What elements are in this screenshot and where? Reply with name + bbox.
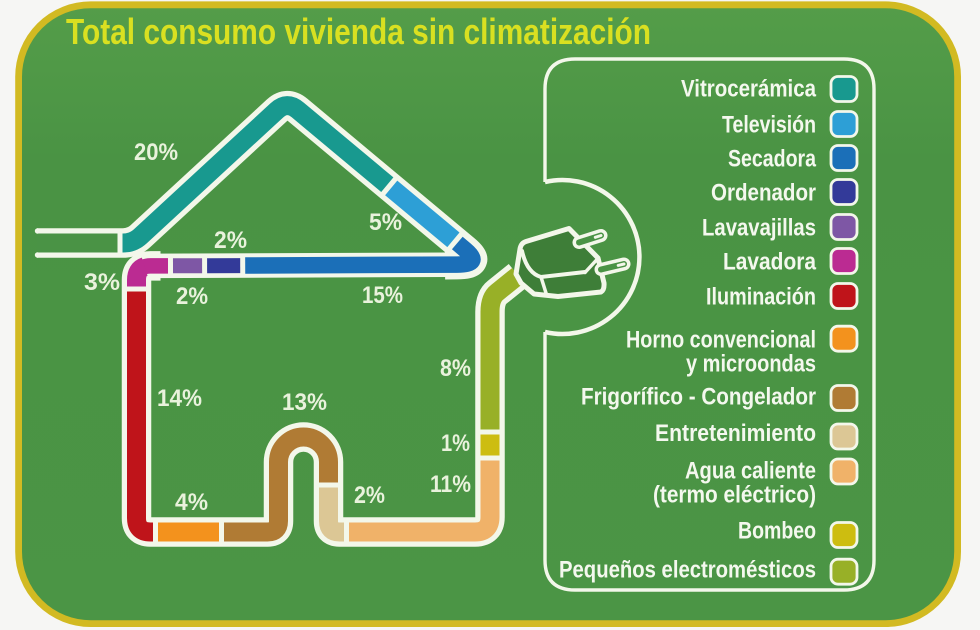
svg-text:Horno convencional: Horno convencional bbox=[626, 327, 816, 354]
svg-text:y microondas: y microondas bbox=[686, 351, 816, 378]
svg-text:Secadora: Secadora bbox=[728, 146, 817, 173]
svg-text:Agua caliente: Agua caliente bbox=[685, 458, 816, 485]
svg-text:(termo eléctrico): (termo eléctrico) bbox=[653, 482, 816, 509]
svg-text:2%: 2% bbox=[176, 283, 208, 310]
svg-text:3%: 3% bbox=[84, 269, 120, 296]
svg-text:11%: 11% bbox=[430, 471, 471, 498]
svg-text:Iluminación: Iluminación bbox=[706, 284, 816, 311]
svg-text:13%: 13% bbox=[282, 389, 327, 416]
svg-text:Pequeños electromésticos: Pequeños electromésticos bbox=[559, 557, 816, 584]
svg-text:Vitrocerámica: Vitrocerámica bbox=[681, 76, 817, 103]
svg-text:2%: 2% bbox=[214, 227, 247, 254]
svg-text:Entretenimiento: Entretenimiento bbox=[655, 420, 816, 447]
svg-text:14%: 14% bbox=[157, 385, 202, 412]
svg-text:5%: 5% bbox=[369, 209, 402, 236]
svg-text:8%: 8% bbox=[440, 355, 471, 382]
svg-text:Frigorífico - Congelador: Frigorífico - Congelador bbox=[581, 384, 816, 411]
svg-text:4%: 4% bbox=[175, 489, 208, 516]
svg-text:1%: 1% bbox=[441, 430, 470, 457]
svg-text:Lavavajillas: Lavavajillas bbox=[702, 215, 816, 242]
svg-text:Ordenador: Ordenador bbox=[711, 180, 816, 207]
svg-text:2%: 2% bbox=[354, 482, 385, 509]
svg-text:Televisión: Televisión bbox=[722, 112, 816, 139]
svg-text:15%: 15% bbox=[362, 282, 403, 309]
svg-text:20%: 20% bbox=[134, 139, 178, 166]
svg-text:Bombeo: Bombeo bbox=[738, 518, 816, 545]
svg-text:Total consumo vivienda sin cli: Total consumo vivienda sin climatización bbox=[66, 11, 651, 52]
svg-text:Lavadora: Lavadora bbox=[723, 249, 817, 276]
